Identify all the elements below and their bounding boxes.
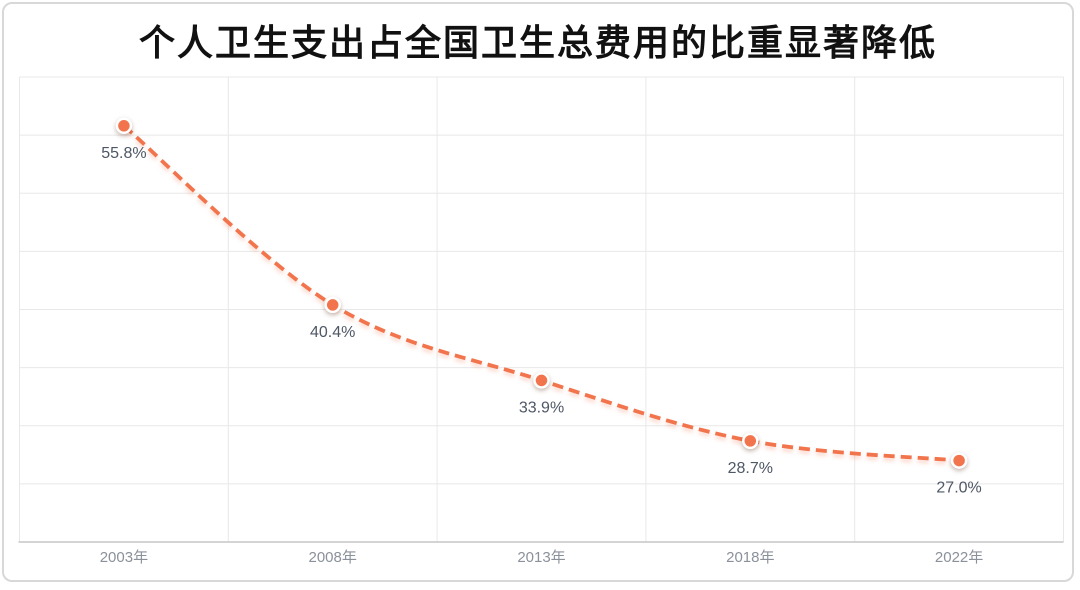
data-point-marker-2013年 — [533, 372, 550, 389]
chart-card: 个人卫生支出占全国卫生总费用的比重显著降低 55.8% 2003年 40.4% 200… — [2, 2, 1074, 582]
x-axis-label-2008年: 2008年 — [309, 549, 357, 566]
data-point-marker-2018年 — [742, 432, 759, 450]
x-axis-label-2013年: 2013年 — [517, 549, 565, 566]
data-point-marker-2003年 — [115, 117, 133, 135]
chart-title: 个人卫生支出占全国卫生总费用的比重显著降低 — [138, 22, 937, 63]
x-axis-label-2003年: 2003年 — [100, 549, 148, 566]
data-point-marker-2008年 — [324, 296, 341, 314]
data-point-marker-2022年 — [950, 452, 968, 469]
x-axis-label-2022年: 2022年 — [935, 549, 983, 566]
data-point-label-2022年: 27.0% — [936, 480, 981, 497]
data-point-label-2018年: 28.7% — [728, 460, 773, 477]
data-point-label-2013年: 33.9% — [519, 399, 564, 416]
x-axis-label-2018年: 2018年 — [726, 549, 774, 566]
data-point-label-2003年: 55.8% — [101, 145, 146, 162]
data-point-label-2008年: 40.4% — [310, 324, 355, 341]
